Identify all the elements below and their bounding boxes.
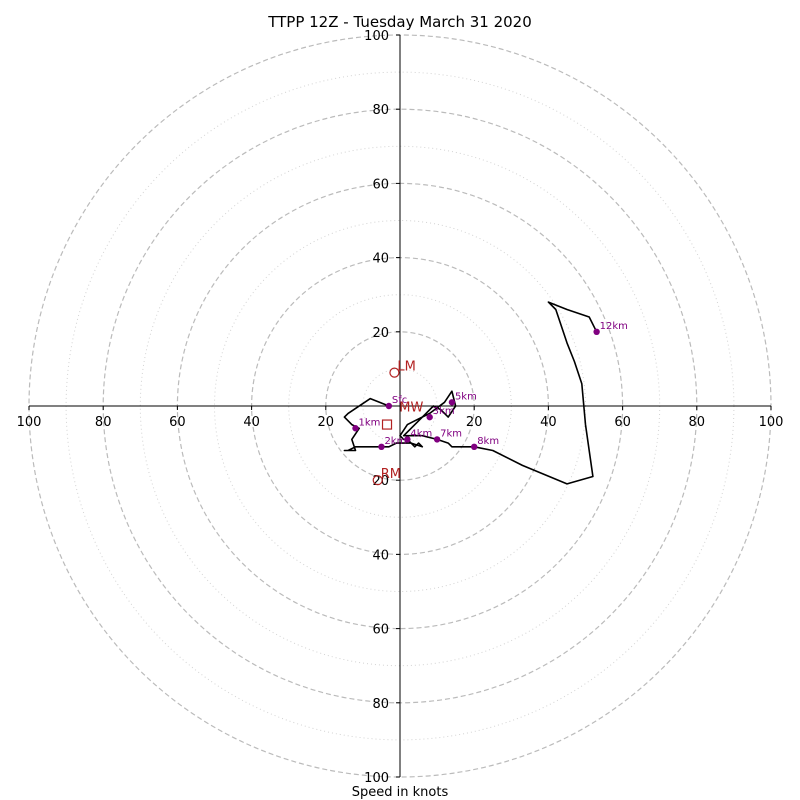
y-tick-label: 20 — [372, 326, 389, 341]
rm-label: RM — [381, 467, 401, 482]
axes — [29, 35, 771, 777]
tick-labels: 100 80 60 40 20 20 40 60 80 100 100 80 60 40 20 20 40 60 8… — [17, 29, 784, 786]
x-tick-label: 100 — [17, 415, 42, 430]
height-point-1km — [352, 425, 359, 432]
height-label-sfc: Sfc — [392, 395, 407, 406]
x-tick-label: 40 — [243, 415, 260, 430]
x-tick-label: 20 — [318, 415, 335, 430]
height-label-12km: 12km — [600, 321, 628, 332]
y-tick-label: 100 — [364, 29, 389, 44]
storm-motion-markers: LM RM MW — [372, 360, 424, 486]
y-tick-label: 80 — [372, 697, 389, 712]
height-label-3km: 3km — [433, 406, 455, 417]
y-tick-label: 20 — [372, 474, 389, 489]
height-label-8km: 8km — [477, 436, 499, 447]
y-tick-label: 40 — [372, 252, 389, 267]
height-point-12km — [593, 328, 600, 335]
x-tick-label: 60 — [169, 415, 186, 430]
x-tick-label: 20 — [466, 415, 483, 430]
rm-marker — [372, 475, 383, 486]
x-tick-label: 80 — [95, 415, 112, 430]
height-point-8km — [471, 443, 478, 451]
y-tick-label: 80 — [372, 103, 389, 118]
height-point-sfc — [385, 402, 393, 410]
x-tick-label: 40 — [540, 415, 557, 430]
height-label-7km: 7km — [440, 428, 462, 439]
x-tick-label: 100 — [759, 415, 784, 430]
height-point-2km — [378, 443, 385, 451]
height-point-4km — [404, 436, 411, 443]
mw-label: MW — [399, 400, 423, 415]
height-label-2km: 2km — [384, 436, 406, 447]
y-tick-label: 100 — [364, 771, 389, 786]
height-label-1km: 1km — [358, 417, 380, 428]
height-point-5km — [448, 399, 456, 406]
x-axis-label: Speed in knots — [352, 785, 449, 800]
height-point-3km — [426, 413, 433, 421]
marker-2-square-marker — [381, 419, 393, 430]
height-point-7km — [433, 436, 441, 443]
height-label-5km: 5km — [455, 391, 477, 402]
height-label-4km: 4km — [410, 428, 432, 439]
hodograph-line — [343, 301, 598, 485]
lm-label: LM — [397, 360, 415, 375]
x-tick-label: 60 — [614, 415, 631, 430]
y-tick-label: 60 — [372, 623, 389, 638]
chart-title: TTPP 12Z - Tuesday March 31 2020 — [267, 13, 532, 31]
hodograph-trace — [343, 301, 598, 485]
y-tick-label: 40 — [372, 548, 389, 563]
y-tick-label: 60 — [372, 177, 389, 192]
x-tick-label: 80 — [689, 415, 706, 430]
lm-marker — [389, 367, 400, 378]
